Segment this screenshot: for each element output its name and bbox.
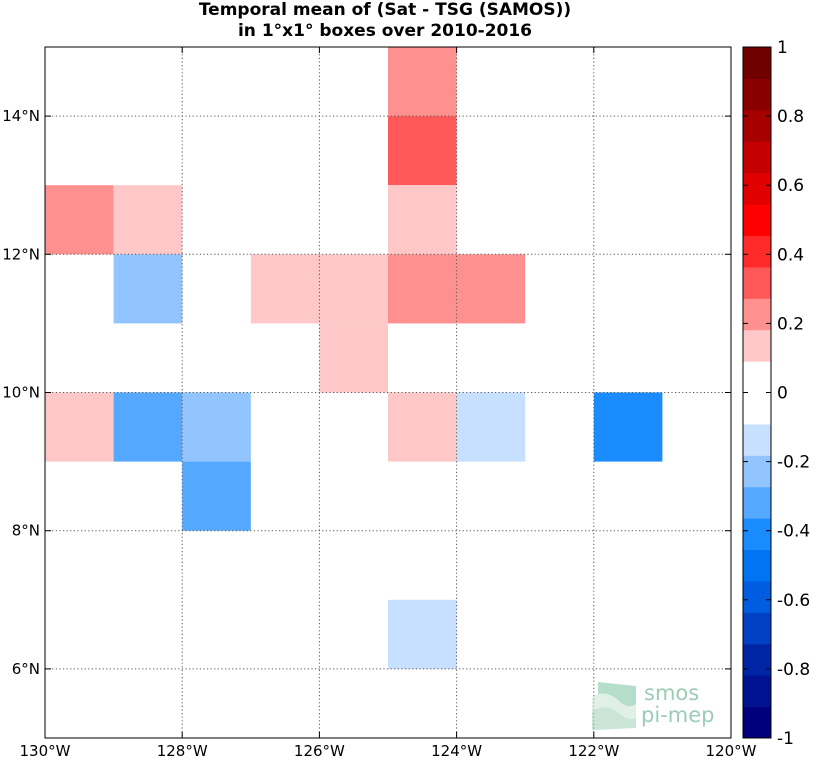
heatmap-cell — [456, 392, 526, 462]
colorbar-segment — [743, 643, 771, 676]
colorbar-segment — [743, 47, 771, 79]
colorbar-segment — [743, 675, 771, 708]
colorbar-segment — [743, 518, 771, 551]
heatmap-cell — [388, 47, 457, 117]
colorbar-tick-label: -1 — [777, 729, 794, 749]
colorbar-segment — [743, 172, 771, 205]
x-axis: 130°W 128°W 126°W 124°W 122°W 120°W — [20, 47, 757, 760]
heatmap-cell — [113, 185, 183, 255]
y-tick-label: 8°N — [12, 522, 40, 540]
chart-title-line-1: Temporal mean of (Sat - TSG (SAMOS)) — [198, 0, 572, 20]
colorbar-segment — [743, 612, 771, 645]
y-tick-label: 6°N — [12, 660, 40, 678]
colorbar-segment — [743, 298, 771, 331]
x-tick-label: 130°W — [20, 742, 71, 760]
colorbar-tick-label: 0.6 — [777, 176, 804, 196]
heatmap-cell — [456, 254, 526, 324]
x-tick-label: 124°W — [431, 742, 482, 760]
colorbar-segment — [743, 423, 771, 456]
colorbar-tick-label: -0.6 — [777, 591, 810, 611]
y-tick-label: 12°N — [2, 245, 40, 263]
colorbar-tick-label: 1 — [777, 38, 788, 58]
heatmap-cell — [319, 323, 388, 393]
colorbar-segment — [743, 486, 771, 519]
heatmap-cell — [319, 254, 388, 324]
watermark-logo-icon — [592, 682, 636, 730]
heatmap-cell — [113, 392, 183, 462]
colorbar-segment — [743, 706, 771, 739]
watermark-text-pi-mep: pi-mep — [641, 703, 714, 727]
y-axis: 6°N 8°N 10°N 12°N 14°N — [2, 107, 731, 678]
colorbar-segment — [743, 580, 771, 613]
colorbar-segment — [743, 78, 771, 111]
heatmap-cell — [388, 392, 457, 462]
grid-lines — [45, 47, 731, 738]
colorbar-tick-label: -0.4 — [777, 522, 810, 542]
colorbar-segment — [743, 235, 771, 268]
colorbar-segment — [743, 266, 771, 299]
heatmap-cell — [113, 254, 183, 324]
colorbar-tick-label: 0.2 — [777, 314, 804, 334]
x-tick-label: 126°W — [294, 742, 345, 760]
chart-title-line-2: in 1°x1° boxes over 2010-2016 — [237, 21, 533, 41]
colorbar-tick-label: 0 — [777, 384, 788, 404]
colorbar-segment — [743, 361, 771, 393]
colorbar: -1 -0.8 -0.6 -0.4 -0.2 0 0.2 0.4 0.6 0.8 1 — [742, 38, 810, 749]
chart-title: Temporal mean of (Sat - TSG (SAMOS)) in … — [45, 0, 725, 42]
colorbar-segment — [743, 549, 771, 582]
colorbar-segment — [743, 392, 771, 425]
colorbar-segment — [743, 204, 771, 236]
x-tick-label: 122°W — [568, 742, 619, 760]
heatmap-cell — [388, 254, 457, 324]
colorbar-tick-label: -0.8 — [777, 660, 810, 680]
heatmap-cell — [45, 392, 114, 462]
colorbar-tick-label: 0.8 — [777, 107, 804, 127]
heatmap-cell — [388, 599, 457, 669]
y-tick-label: 14°N — [2, 107, 40, 125]
x-tick-label: 120°W — [706, 742, 757, 760]
heatmap-cell — [388, 185, 457, 255]
heatmap-cell — [593, 392, 663, 462]
colorbar-tick-label: 0.4 — [777, 245, 804, 265]
colorbar-segment — [743, 109, 771, 142]
colorbar-segment — [743, 329, 771, 362]
smos-pimep-watermark: smos pi-mep — [592, 681, 714, 730]
colorbar-segment — [743, 455, 771, 488]
watermark-text-smos: smos — [644, 681, 699, 705]
colorbar-segment — [743, 141, 771, 174]
heatmap-cell — [45, 185, 114, 255]
x-tick-label: 128°W — [157, 742, 208, 760]
y-tick-label: 10°N — [2, 384, 40, 402]
heatmap-cell — [182, 461, 251, 531]
heatmap-cell — [182, 392, 251, 462]
colorbar-tick-label: -0.2 — [777, 453, 810, 473]
heatmap-cells — [45, 47, 663, 669]
heatmap-cell — [388, 116, 457, 186]
heatmap-cell — [250, 254, 320, 324]
